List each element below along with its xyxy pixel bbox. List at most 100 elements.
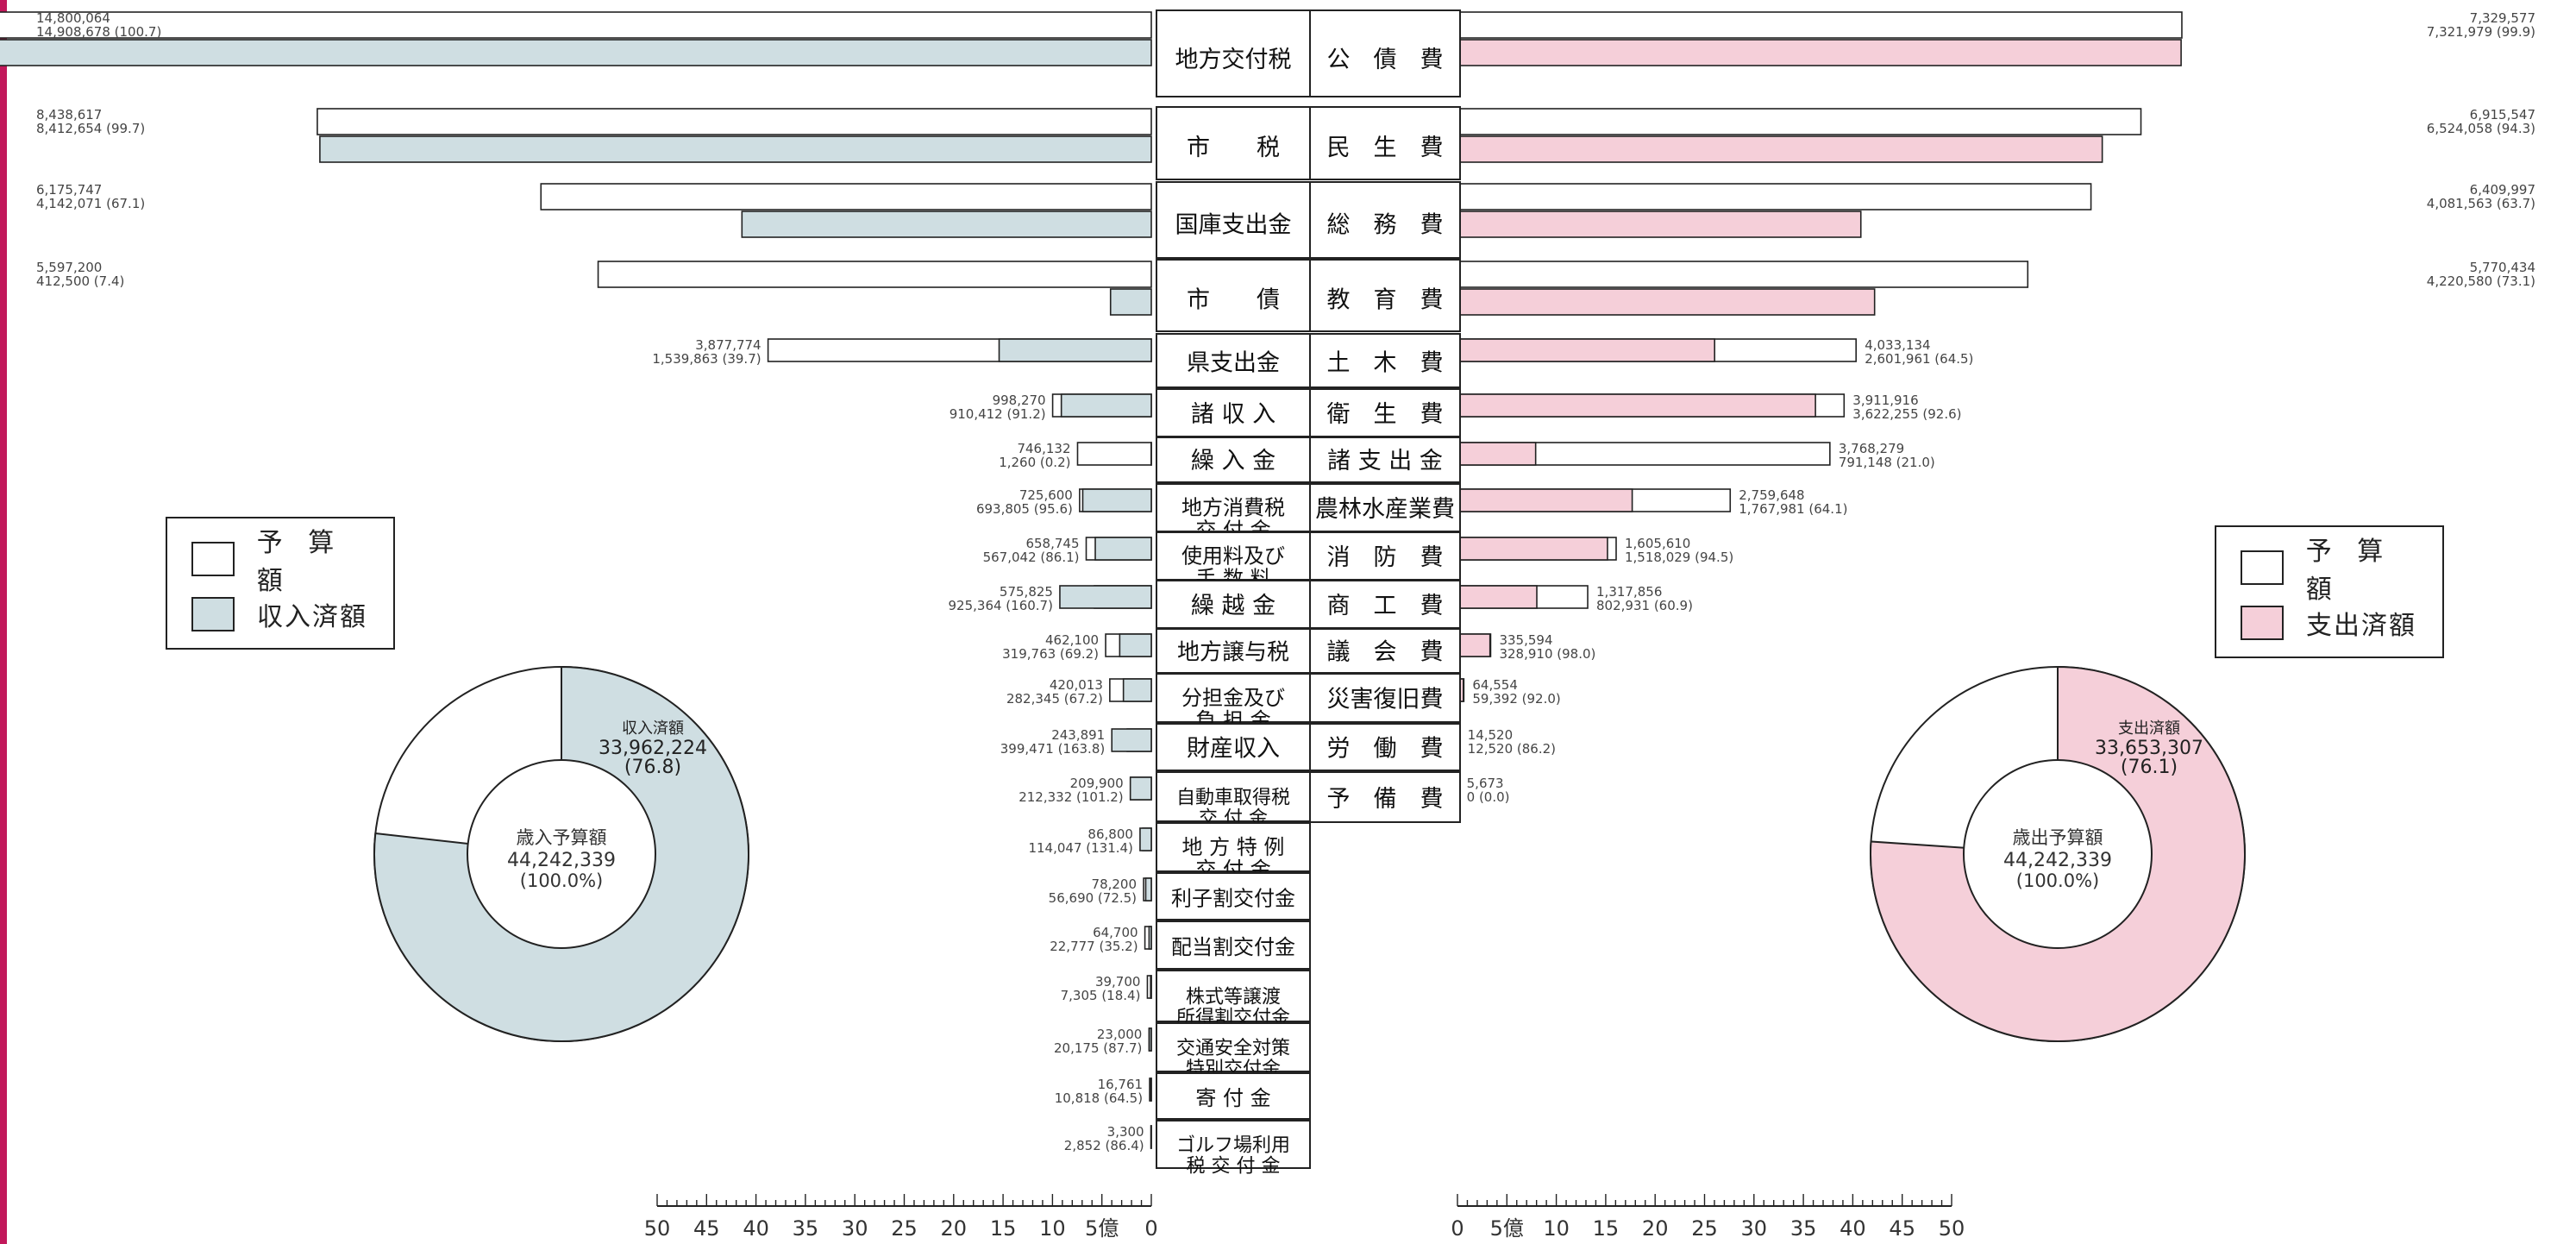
expenditure-actual-value: 0 (0.0): [1467, 789, 1510, 805]
revenue-actual-value: 319,763 (69.2): [1002, 646, 1099, 662]
revenue-actual-value: 399,471 (163.8): [1000, 741, 1105, 757]
revenue-actual-bar: [1150, 975, 1152, 999]
expenditure-category-label: 諸 支 出 金: [1327, 448, 1443, 474]
revenue-category-label: 自動車取得税: [1176, 788, 1290, 809]
expenditure-budget-value: 6,409,997: [2470, 182, 2535, 198]
legend-label-budget: 予 算 額: [256, 528, 343, 596]
expenditure-category-cell: [1309, 531, 1461, 581]
expenditure-category-label: 議 会 費: [1327, 639, 1444, 666]
expenditure-category-cell: [1309, 723, 1461, 771]
revenue-category-label: 交通安全対策: [1176, 1038, 1290, 1059]
revenue-actual-bar: [0, 39, 1152, 66]
revenue-actual-value: 7,305 (18.4): [1061, 988, 1141, 1003]
revenue-category-cell: [1156, 771, 1311, 822]
revenue-budget-value: 23,000: [1097, 1027, 1143, 1042]
revenue-axis-tick-label: 10: [1039, 1216, 1066, 1241]
legend-item-budget: 予 算 額: [2241, 537, 2442, 605]
revenue-category-cell: [1156, 333, 1311, 388]
legend-item-revenue: 収入済額: [191, 594, 367, 634]
revenue-category-cell: [1156, 388, 1311, 437]
expenditure-budget-value: 6,915,547: [2470, 107, 2535, 123]
expenditure-axis-tick-label: 10: [1543, 1216, 1570, 1241]
revenue-category-cell: [1156, 1022, 1311, 1072]
revenue-actual-value: 212,332 (101.2): [1018, 789, 1123, 805]
revenue-actual-bar: [1094, 537, 1152, 561]
revenue-actual-bar: [1060, 393, 1152, 418]
revenue-category-label: 国庫支出金: [1175, 212, 1292, 239]
revenue-budget-value: 3,300: [1107, 1124, 1144, 1140]
legend-item-budget: 予 算 額: [191, 528, 393, 596]
expenditure-axis-tick-label: 40: [1840, 1216, 1866, 1241]
revenue-category-cell: [1156, 483, 1311, 532]
expenditure-axis-tick-label: 20: [1642, 1216, 1669, 1241]
revenue-category-cell: [1156, 628, 1311, 674]
expenditure-budget-value: 2,759,648: [1739, 487, 1804, 503]
revenue-actual-value: 910,412 (91.2): [950, 406, 1046, 422]
revenue-axis-tick-label: 40: [743, 1216, 769, 1241]
expenditure-budget-bar: [1457, 261, 2029, 288]
expenditure-category-cell: [1309, 628, 1461, 674]
revenue-budget-value: 78,200: [1092, 876, 1138, 892]
expenditure-budget-value: 1,605,610: [1625, 536, 1690, 551]
revenue-category-label: 市 債: [1187, 286, 1280, 313]
expenditure-budget-value: 14,520: [1468, 727, 1514, 743]
revenue-category-label: 地方消費税: [1181, 496, 1285, 520]
expenditure-budget-bar: [1457, 183, 2092, 210]
expenditure-donut-outer-pct: (76.1): [2121, 757, 2178, 778]
revenue-donut-center-value: 44,242,339: [507, 850, 616, 871]
revenue-actual-bar: [1129, 776, 1152, 801]
expenditure-category-label: 教 育 費: [1327, 286, 1444, 313]
revenue-category-cell: [1156, 673, 1311, 723]
revenue-axis-tick-label: 45: [693, 1216, 720, 1241]
revenue-budget-value: 746,132: [1017, 441, 1070, 456]
expenditure-actual-value: 59,392 (92.0): [1472, 691, 1560, 707]
revenue-category-label: 地 方 特 例: [1182, 835, 1285, 859]
revenue-category-cell: [1156, 580, 1311, 629]
revenue-budget-value: 209,900: [1070, 776, 1124, 791]
expenditure-actual-bar: [1457, 393, 1816, 418]
legend-swatch-budget: [191, 542, 235, 576]
revenue-actual-bar: [319, 135, 1152, 163]
revenue-budget-bar: [540, 183, 1152, 210]
revenue-axis-tick-label: 20: [941, 1216, 968, 1241]
revenue-budget-bar: [597, 261, 1152, 288]
revenue-budget-bar: [0, 11, 1152, 39]
expenditure-axis-tick-label: 25: [1691, 1216, 1718, 1241]
expenditure-donut-hole: [1963, 759, 2153, 949]
revenue-actual-value: 2,852 (86.4): [1064, 1138, 1144, 1153]
expenditure-category-cell: [1309, 673, 1461, 723]
revenue-actual-bar: [998, 338, 1152, 362]
revenue-axis-tick-label: 25: [891, 1216, 918, 1241]
expenditure-actual-value: 328,910 (98.0): [1499, 646, 1595, 662]
expenditure-axis-tick-label: 0: [1451, 1216, 1463, 1241]
axes: 50 45 40 35 30 25 20 15 10 5億 0 0 5億 10 15 20 25 30 35 40 45…: [644, 1194, 1965, 1241]
revenue-actual-value: 8,412,654 (99.7): [36, 121, 145, 136]
expenditure-donut-center-title: 歳出予算額: [2013, 827, 2103, 848]
expenditure-category-label: 災害復旧費: [1327, 687, 1444, 713]
expenditure-actual-bar: [1457, 288, 1876, 316]
revenue-category-cell: [1156, 872, 1311, 920]
expenditure-actual-bar: [1457, 585, 1538, 609]
expenditure-actual-value: 1,767,981 (64.1): [1739, 501, 1847, 517]
revenue-actual-bar: [1144, 877, 1152, 902]
revenue-budget-value: 16,761: [1098, 1077, 1144, 1092]
revenue-budget-bar: [1076, 442, 1152, 466]
expenditure-actual-value: 1,518,029 (94.5): [1625, 550, 1733, 565]
revenue-actual-value: 14,908,678 (100.7): [36, 24, 161, 40]
revenue-actual-value: 114,047 (131.4): [1028, 840, 1132, 856]
revenue-category-label: ゴルフ場利用: [1176, 1135, 1290, 1157]
revenue-actual-bar: [1149, 1078, 1152, 1102]
expenditure-category-cell: [1309, 388, 1461, 437]
revenue-actual-bar: [1119, 633, 1152, 657]
revenue-donut-center-title: 歳入予算額: [517, 827, 607, 848]
revenue-axis-tick-label: 30: [842, 1216, 868, 1241]
expenditure-actual-bar: [1457, 210, 1862, 238]
revenue-budget-value: 420,013: [1050, 677, 1103, 693]
revenue-category-label: 寄 付 金: [1195, 1086, 1270, 1110]
revenue-category-cell: [1156, 1072, 1311, 1120]
expenditure-category-label: 公 債 費: [1327, 47, 1444, 73]
expenditure-budget-value: 3,911,916: [1852, 393, 1918, 408]
revenue-budget-value: 243,891: [1051, 727, 1105, 743]
revenue-actual-value: 412,500 (7.4): [36, 273, 124, 289]
